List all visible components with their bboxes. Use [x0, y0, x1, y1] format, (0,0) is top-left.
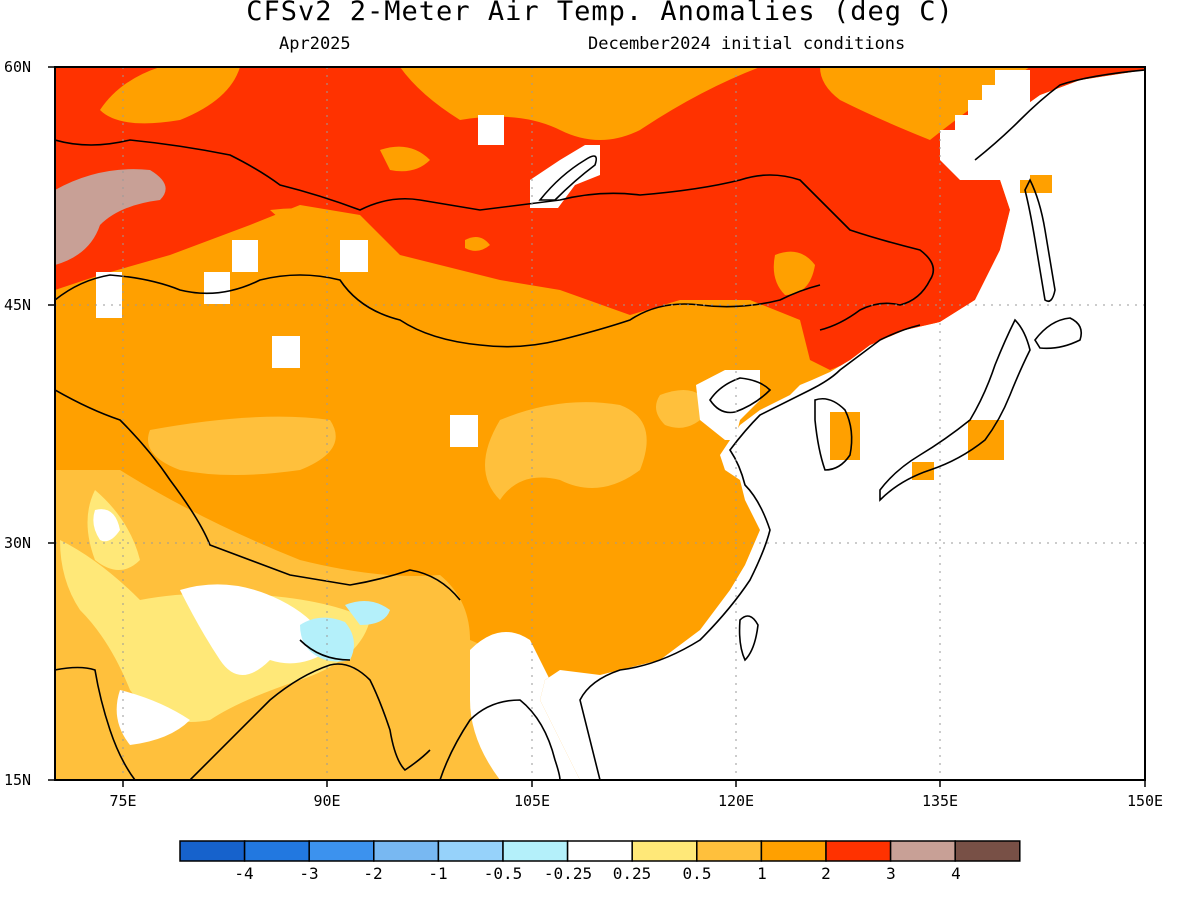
colorbar-label: -4: [234, 864, 254, 883]
anomaly-field: [55, 67, 1145, 780]
okhotsk-coast: [974, 69, 1145, 161]
colorbar-bin: [308, 840, 375, 862]
india-west-coast: [55, 666, 136, 780]
bohai-bay-coast: [709, 377, 772, 414]
masked-cell: [940, 70, 1030, 180]
colorbar-bin: [566, 840, 633, 862]
chart-title: CFSv2 2-Meter Air Temp. Anomalies (deg C…: [246, 0, 954, 27]
anomaly-region-1-to-2: [380, 146, 430, 172]
bangladesh-coast: [299, 639, 351, 661]
masked-cell: [96, 272, 122, 318]
colorbar-bin: [437, 840, 504, 862]
colorbar-label: 1: [757, 864, 767, 883]
colorbar-label: 4: [951, 864, 961, 883]
lon-label-90e: 90E: [313, 792, 341, 810]
japan-honshu-coast: [879, 318, 1031, 502]
lake-baikal-outline: [538, 155, 598, 201]
masked-cell: [340, 240, 368, 272]
anomaly-region-1-to-2: [270, 208, 345, 229]
colorbar-bin: [243, 840, 310, 862]
anomaly-region-1-to-2: [820, 67, 1030, 140]
bay-of-bengal-coast: [189, 663, 431, 780]
indochina-coast: [439, 699, 561, 780]
anomaly-region-2-to-3: [55, 67, 1145, 370]
anomaly-region-near-normal: [93, 509, 120, 542]
masked-cell: [450, 415, 478, 447]
anomaly-region-0.5-to-1: [148, 416, 336, 475]
lon-label-135e: 135E: [921, 792, 959, 810]
colorbar-bin: [696, 840, 763, 862]
map-frame: [54, 66, 1146, 781]
colorbar-bin: [889, 840, 956, 862]
anomaly-region-1-to-2: [968, 420, 1004, 460]
colorbar-label: -2: [363, 864, 383, 883]
colorbar-label: 0.25: [612, 864, 652, 883]
anomaly-region-near-normal: [180, 584, 330, 675]
china-east-coast: [579, 324, 921, 780]
coastlines-and-borders: [55, 69, 1145, 780]
anomaly-region-3-to-4: [55, 169, 166, 265]
mongolia-kazakhstan-china-border: [55, 274, 821, 348]
anomaly-region-1-to-2: [400, 67, 760, 140]
masked-cell: [272, 336, 300, 368]
lon-label-120e: 120E: [717, 792, 755, 810]
colorbar-label: -3: [299, 864, 319, 883]
masked-cell: [478, 115, 504, 145]
colorbar-label: 2: [821, 864, 831, 883]
korea-coast: [814, 397, 853, 471]
anomaly-region-0.5-to-1: [656, 390, 710, 428]
anomaly-region-1-to-2: [912, 462, 934, 480]
anomaly-region-1-to-2: [465, 236, 490, 251]
anomaly-region-1-to-2: [100, 67, 240, 124]
colorbar-label: -1: [428, 864, 448, 883]
colorbar-label: -0.5: [483, 864, 523, 883]
colorbar-bin: [373, 840, 440, 862]
japan-hokkaido-coast: [1034, 317, 1083, 350]
anomaly-region-near-normal: [116, 690, 190, 745]
himalaya-border: [55, 389, 461, 601]
lon-label-150e: 150E: [1126, 792, 1164, 810]
anomaly-region-0.5-to-1: [485, 402, 647, 500]
masked-cell: [696, 370, 760, 440]
lat-label-60n: 60N: [4, 58, 32, 76]
sakhalin-coast: [1024, 178, 1056, 303]
forecast-month-label: Apr2025: [279, 34, 351, 54]
masked-cell: [204, 272, 230, 304]
axis-ticks: [48, 66, 1146, 787]
lat-label-45n: 45N: [4, 296, 32, 314]
anomaly-region-1-to-2: [830, 412, 860, 460]
lon-label-75e: 75E: [109, 792, 137, 810]
colorbar-bin: [954, 840, 1021, 862]
masked-cell: [232, 240, 258, 272]
taiwan-coast: [738, 615, 759, 662]
colorbar-label: 3: [886, 864, 896, 883]
colorbar: [179, 840, 1021, 862]
anomaly-region-1-to-2: [773, 251, 815, 295]
colorbar-bin: [631, 840, 698, 862]
colorbar-bin: [502, 840, 569, 862]
masked-cell: [820, 370, 860, 412]
anomaly-region-near-normal: [470, 632, 580, 780]
colorbar-bin: [760, 840, 827, 862]
anomaly-region-minus0.5-to-minus0.25: [345, 601, 390, 625]
colorbar-label: 0.5: [682, 864, 712, 883]
colorbar-label: -0.25: [543, 864, 593, 883]
colorbar-bin: [179, 840, 246, 862]
gridlines: [55, 67, 1145, 780]
initial-conditions-label: December2024 initial conditions: [588, 34, 906, 54]
lat-label-30n: 30N: [4, 534, 32, 552]
lon-label-105e: 105E: [513, 792, 551, 810]
lat-label-15n: 15N: [4, 771, 32, 789]
russia-mongolia-china-border: [55, 139, 935, 331]
colorbar-bin: [825, 840, 892, 862]
